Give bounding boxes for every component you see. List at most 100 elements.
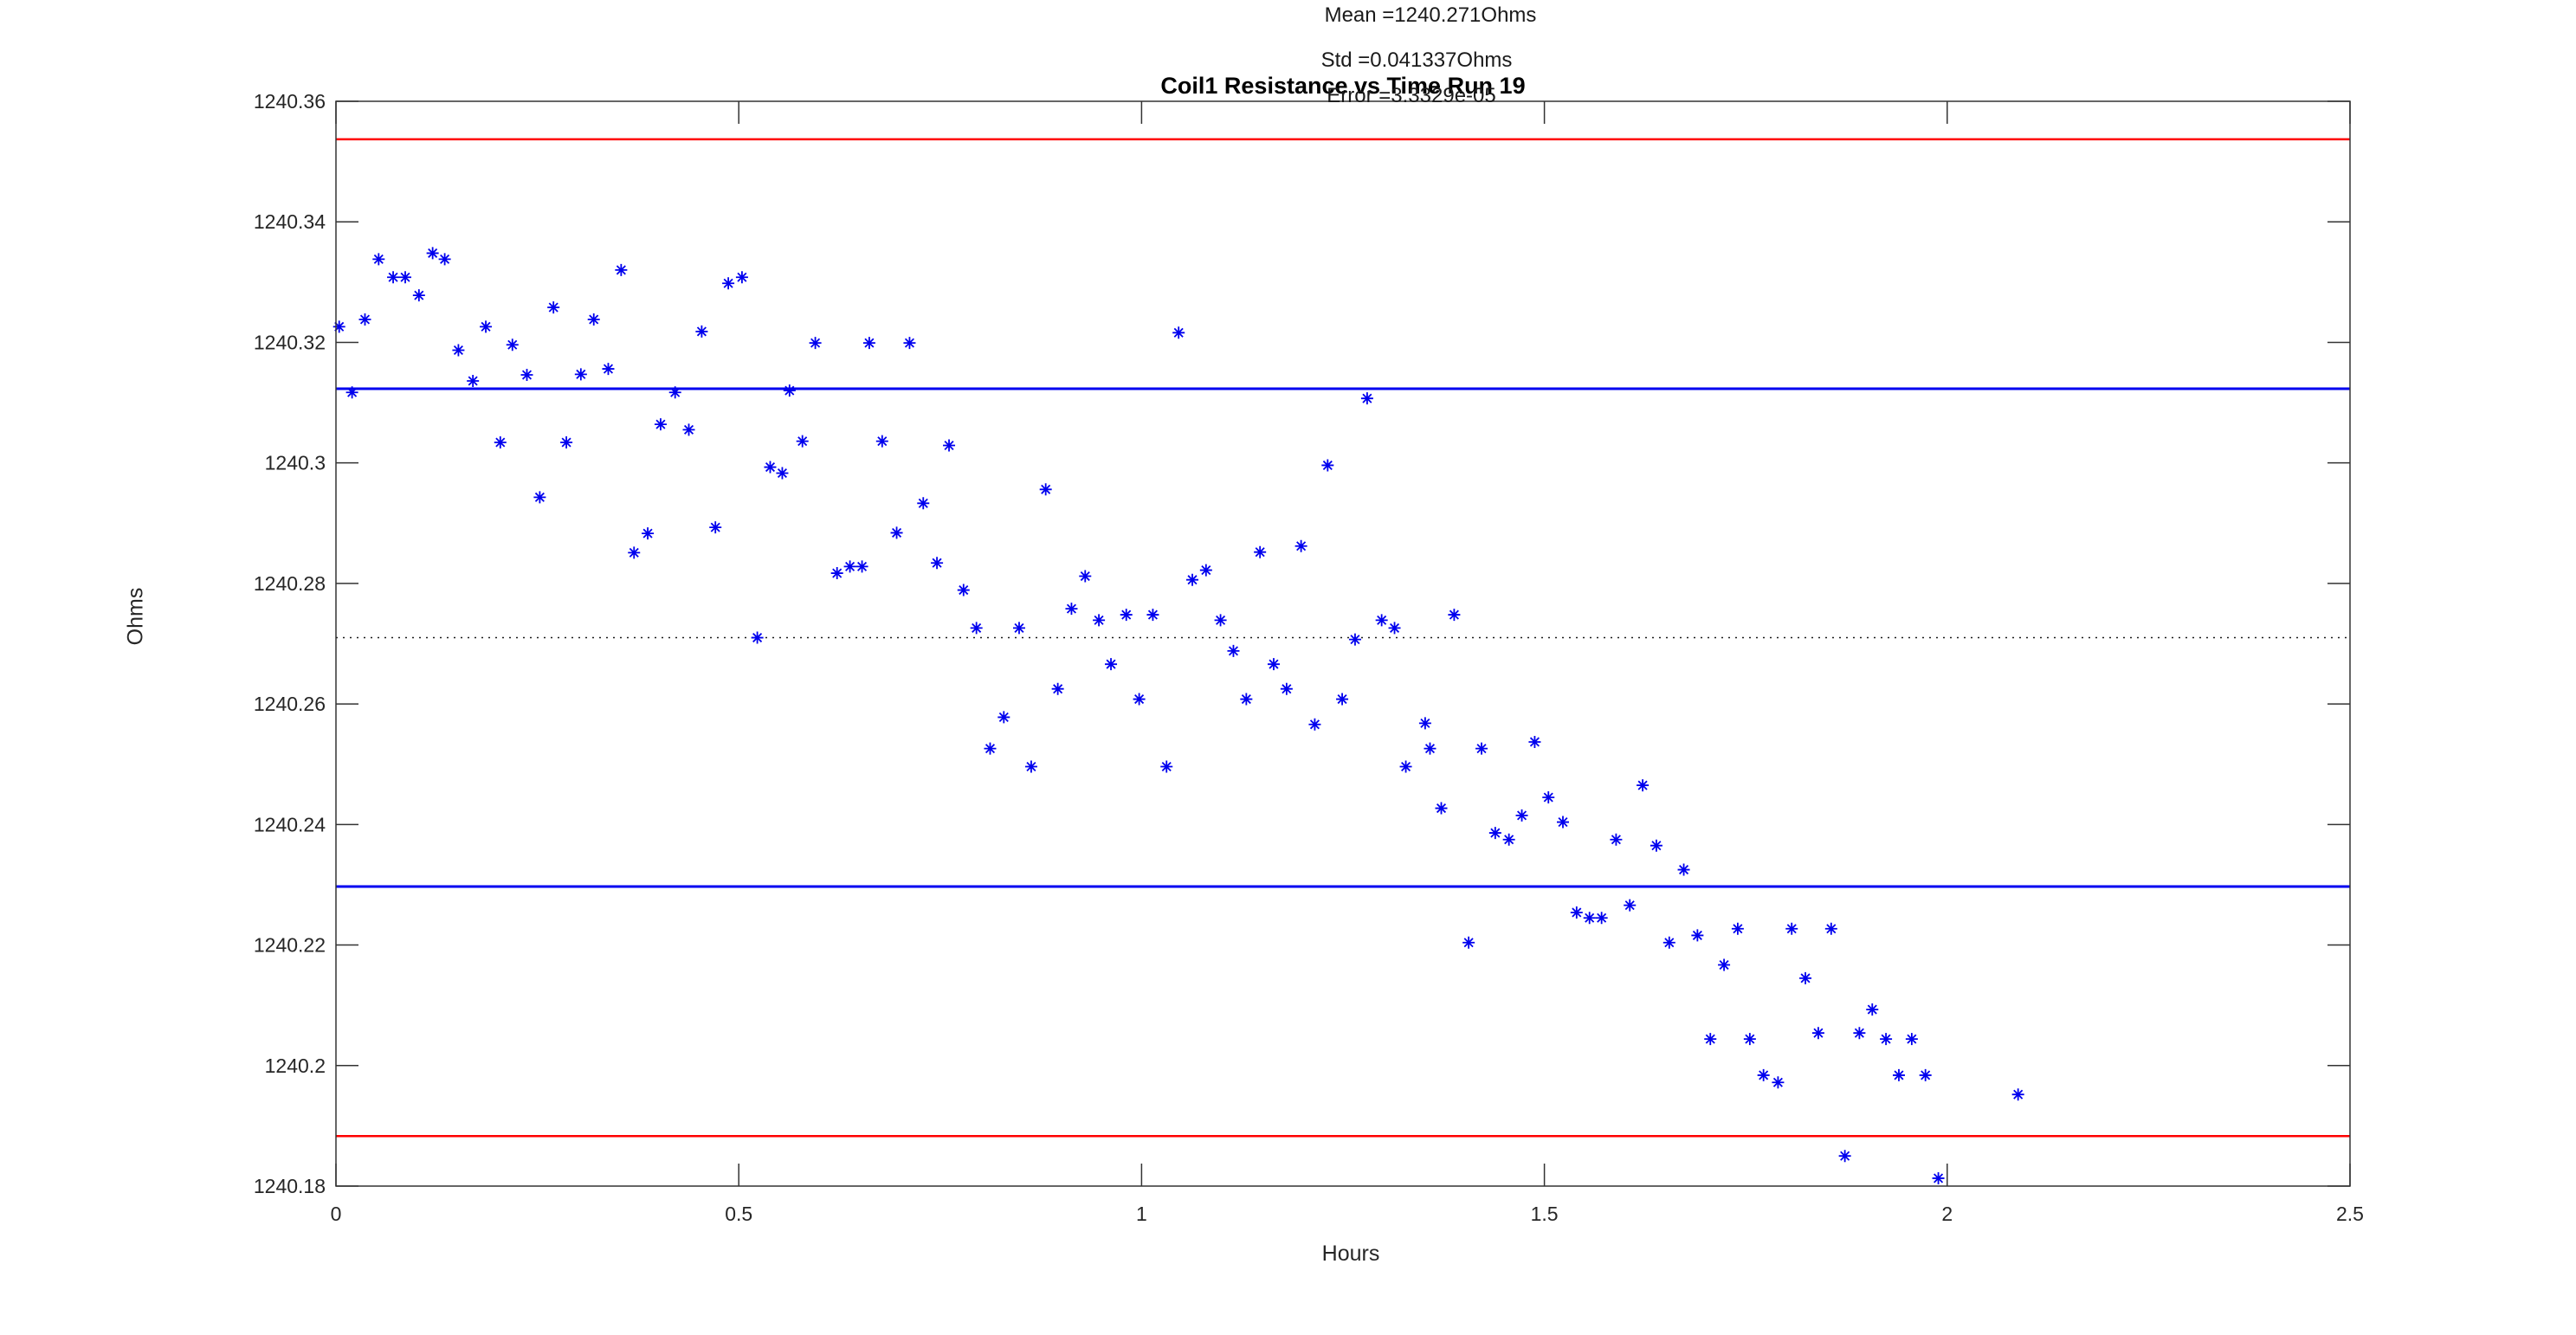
data-point-asterisk-icon bbox=[615, 263, 628, 276]
data-point-asterisk-icon bbox=[695, 325, 708, 338]
data-point-asterisk-icon bbox=[1570, 906, 1583, 919]
y-tick-label: 1240.28 bbox=[254, 572, 326, 595]
data-point-asterisk-icon bbox=[917, 497, 930, 510]
y-tick-label: 1240.32 bbox=[254, 331, 326, 353]
data-point-asterisk-icon bbox=[438, 253, 451, 266]
data-point-asterisk-icon bbox=[1624, 899, 1637, 912]
data-point-asterisk-icon bbox=[506, 339, 519, 351]
data-point-asterisk-icon bbox=[602, 363, 615, 376]
data-point-asterisk-icon bbox=[1475, 742, 1488, 755]
data-point-asterisk-icon bbox=[1662, 936, 1675, 949]
data-point-asterisk-icon bbox=[875, 435, 888, 448]
data-point-asterisk-icon bbox=[1919, 1068, 1932, 1081]
data-point-asterisk-icon bbox=[587, 313, 600, 326]
data-point-asterisk-icon bbox=[1172, 326, 1185, 339]
data-point-asterisk-icon bbox=[1932, 1171, 1945, 1184]
data-point-asterisk-icon bbox=[1360, 392, 1373, 405]
data-point-asterisk-icon bbox=[862, 337, 875, 350]
data-point-asterisk-icon bbox=[1880, 1033, 1893, 1046]
data-point-asterisk-icon bbox=[412, 289, 425, 302]
data-point-asterisk-icon bbox=[1435, 802, 1448, 815]
data-point-asterisk-icon bbox=[1718, 958, 1731, 971]
error-annotation: Error =3.3329e-05 bbox=[1327, 84, 1496, 107]
x-tick-label: 2.5 bbox=[2336, 1203, 2364, 1225]
data-point-asterisk-icon bbox=[1186, 573, 1199, 586]
data-point-asterisk-icon bbox=[1650, 839, 1662, 852]
data-point-asterisk-icon bbox=[1146, 609, 1159, 622]
data-point-asterisk-icon bbox=[1677, 863, 1690, 876]
data-point-asterisk-icon bbox=[1866, 1003, 1879, 1016]
data-point-asterisk-icon bbox=[1892, 1068, 1905, 1081]
x-tick-label: 0 bbox=[331, 1203, 342, 1225]
data-point-asterisk-icon bbox=[494, 435, 507, 448]
data-point-asterisk-icon bbox=[764, 461, 777, 474]
data-point-asterisk-icon bbox=[399, 271, 412, 284]
data-point-asterisk-icon bbox=[843, 560, 856, 573]
data-point-asterisk-icon bbox=[1280, 682, 1293, 695]
data-point-asterisk-icon bbox=[1704, 1033, 1717, 1046]
data-point-asterisk-icon bbox=[1214, 614, 1227, 627]
data-point-asterisk-icon bbox=[1542, 791, 1555, 804]
data-point-asterisk-icon bbox=[426, 247, 439, 260]
data-point-asterisk-icon bbox=[1743, 1033, 1756, 1046]
data-point-asterisk-icon bbox=[1418, 717, 1431, 730]
y-tick-label: 1240.36 bbox=[254, 90, 326, 113]
y-axis-label: Ohms bbox=[123, 587, 148, 646]
data-point-asterisk-icon bbox=[1039, 483, 1052, 496]
data-point-asterisk-icon bbox=[467, 374, 480, 387]
chart-title: Coil1 Resistance vs Time Run 19 bbox=[1160, 73, 1526, 99]
data-point-asterisk-icon bbox=[1105, 658, 1118, 671]
mean-annotation: Mean =1240.271Ohms bbox=[1324, 3, 1537, 27]
data-point-asterisk-icon bbox=[547, 301, 560, 314]
data-point-asterisk-icon bbox=[997, 711, 1010, 724]
data-point-asterisk-icon bbox=[1160, 760, 1173, 773]
data-point-asterisk-icon bbox=[387, 271, 400, 284]
data-point-asterisk-icon bbox=[1348, 633, 1361, 646]
data-point-asterisk-icon bbox=[1462, 936, 1475, 949]
data-point-asterisk-icon bbox=[1024, 760, 1037, 773]
data-point-asterisk-icon bbox=[903, 337, 916, 350]
data-point-asterisk-icon bbox=[722, 277, 735, 290]
y-tick-label: 1240.3 bbox=[265, 452, 326, 474]
data-point-asterisk-icon bbox=[1308, 718, 1321, 731]
data-point-asterisk-icon bbox=[1199, 564, 1212, 577]
data-point-asterisk-icon bbox=[1240, 693, 1253, 706]
data-point-asterisk-icon bbox=[1557, 816, 1569, 829]
x-tick-label: 1 bbox=[1136, 1203, 1147, 1225]
data-point-asterisk-icon bbox=[1065, 603, 1078, 616]
data-point-asterisk-icon bbox=[1515, 809, 1528, 822]
data-point-asterisk-icon bbox=[452, 344, 465, 357]
data-point-asterisk-icon bbox=[1824, 922, 1837, 935]
data-point-asterisk-icon bbox=[1502, 833, 1515, 846]
data-point-asterisk-icon bbox=[855, 560, 868, 573]
data-point-asterisk-icon bbox=[520, 369, 533, 382]
data-point-asterisk-icon bbox=[1757, 1068, 1770, 1081]
data-point-asterisk-icon bbox=[776, 467, 789, 480]
data-point-asterisk-icon bbox=[1637, 779, 1650, 792]
data-point-asterisk-icon bbox=[1853, 1027, 1866, 1040]
data-point-asterisk-icon bbox=[332, 320, 345, 333]
data-point-asterisk-icon bbox=[751, 631, 764, 644]
data-point-asterisk-icon bbox=[1399, 760, 1412, 773]
data-point-asterisk-icon bbox=[1772, 1076, 1785, 1089]
data-point-asterisk-icon bbox=[372, 253, 385, 266]
y-tick-label: 1240.2 bbox=[265, 1054, 326, 1077]
data-point-asterisk-icon bbox=[1388, 622, 1401, 635]
x-axis-label: Hours bbox=[1321, 1241, 1380, 1266]
data-point-asterisk-icon bbox=[1120, 609, 1133, 622]
data-point-asterisk-icon bbox=[931, 557, 944, 570]
data-point-asterisk-icon bbox=[830, 567, 843, 580]
data-point-asterisk-icon bbox=[1254, 545, 1267, 558]
data-point-asterisk-icon bbox=[1336, 693, 1349, 706]
data-point-asterisk-icon bbox=[1448, 609, 1461, 622]
data-point-asterisk-icon bbox=[1051, 682, 1064, 695]
plot-box bbox=[335, 100, 2351, 1187]
data-point-asterisk-icon bbox=[628, 546, 641, 559]
data-point-asterisk-icon bbox=[345, 386, 358, 399]
data-point-asterisk-icon bbox=[1838, 1150, 1851, 1163]
data-point-asterisk-icon bbox=[1731, 922, 1744, 935]
data-point-asterisk-icon bbox=[1905, 1033, 1918, 1046]
x-tick-label: 2 bbox=[1941, 1203, 1953, 1225]
